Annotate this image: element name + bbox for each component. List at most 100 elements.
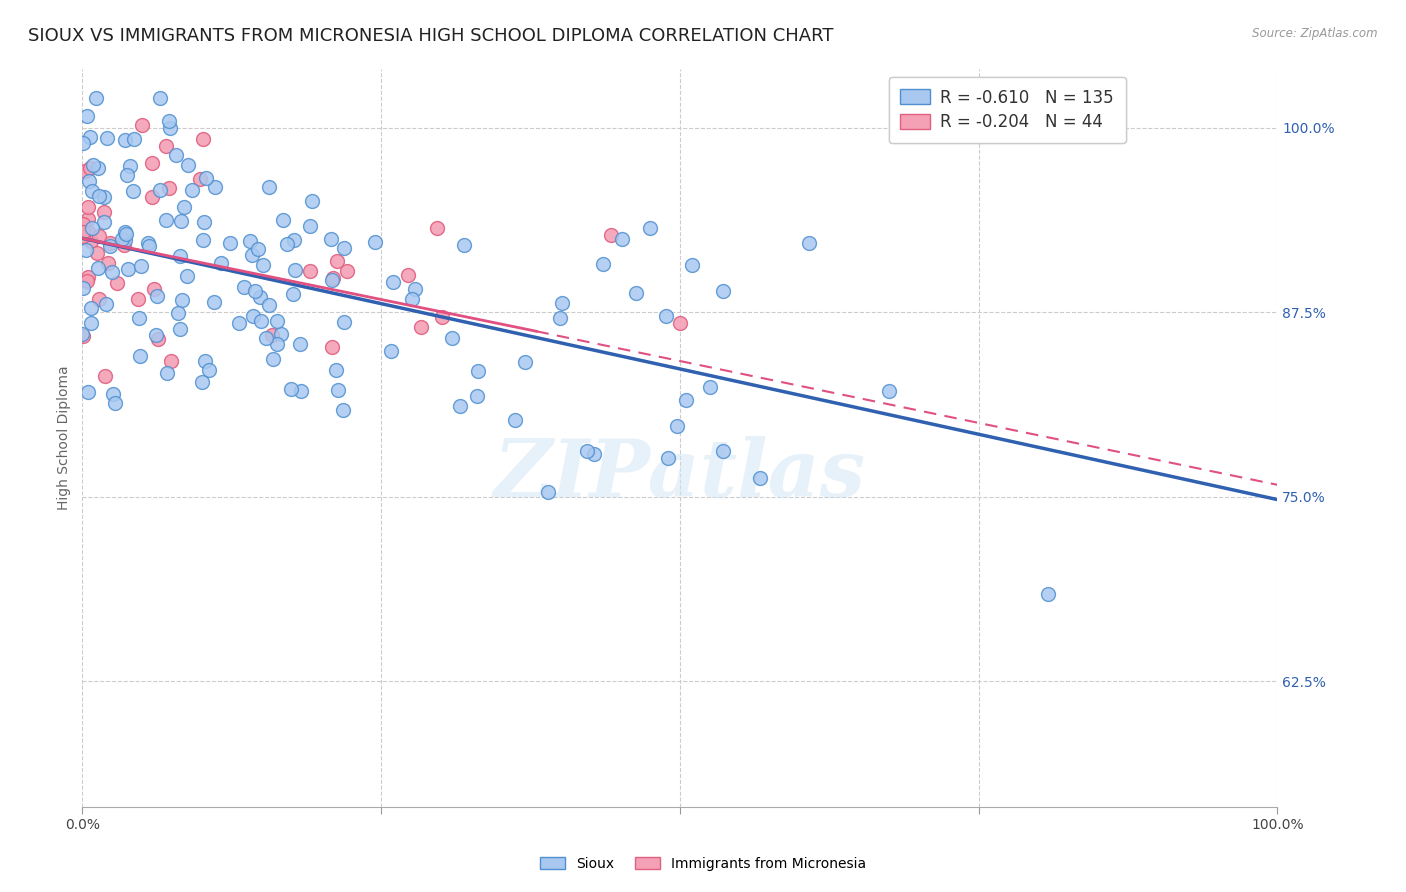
Point (326, 384, 349, 398)
Point (426, 221, 449, 235)
Point (165, 148, 187, 162)
Point (114, 133, 136, 147)
Point (136, 236, 159, 251)
Point (127, 292, 149, 306)
Point (290, 384, 312, 398)
Point (612, 231, 634, 245)
Point (246, 242, 269, 256)
Point (276, 237, 298, 252)
Point (401, 292, 423, 306)
Point (149, 184, 172, 198)
Point (170, 293, 193, 307)
Point (257, 297, 280, 311)
Point (284, 263, 307, 277)
Point (364, 235, 387, 249)
Point (143, 282, 166, 296)
Text: SIOUX VS IMMIGRANTS FROM MICRONESIA HIGH SCHOOL DIPLOMA CORRELATION CHART: SIOUX VS IMMIGRANTS FROM MICRONESIA HIGH… (28, 27, 834, 45)
Point (193, 353, 215, 368)
Point (72, 326, 94, 341)
Point (72, 329, 94, 343)
Point (711, 443, 734, 458)
Point (321, 273, 343, 287)
Point (550, 311, 572, 326)
Point (299, 264, 322, 278)
Point (280, 382, 302, 396)
Text: Source: ZipAtlas.com: Source: ZipAtlas.com (1253, 27, 1378, 40)
Point (262, 351, 284, 366)
Point (101, 265, 124, 279)
Point (129, 259, 152, 273)
Point (181, 183, 204, 197)
Point (156, 366, 179, 380)
Point (592, 257, 614, 271)
Point (675, 393, 697, 408)
Point (1036, 587, 1059, 601)
Point (233, 280, 256, 294)
Point (453, 238, 475, 252)
Point (77, 211, 100, 226)
Point (87, 229, 110, 244)
Point (72, 281, 94, 295)
Point (112, 238, 135, 252)
Point (176, 268, 198, 283)
Point (128, 311, 150, 326)
Point (177, 158, 200, 172)
Point (711, 285, 734, 299)
Point (77, 227, 100, 241)
Point (96, 297, 118, 311)
Point (77, 384, 100, 399)
Point (98, 239, 121, 253)
Point (72, 217, 94, 231)
Point (94, 368, 117, 383)
Point (575, 444, 598, 458)
Point (86, 245, 108, 260)
Point (283, 287, 305, 301)
Point (98, 236, 121, 251)
Point (84, 91, 107, 105)
Point (129, 350, 152, 364)
Point (169, 249, 191, 263)
Point (82, 158, 104, 172)
Point (245, 284, 267, 298)
Point (319, 232, 342, 246)
Point (665, 419, 688, 434)
Point (204, 179, 226, 194)
Point (325, 363, 347, 377)
Point (72, 226, 94, 240)
Point (288, 336, 311, 351)
Point (202, 295, 225, 310)
Point (97, 256, 120, 270)
Point (266, 314, 288, 328)
Point (131, 118, 153, 132)
Point (513, 355, 536, 369)
Point (193, 132, 215, 146)
Point (114, 233, 136, 247)
Point (254, 331, 277, 345)
Point (111, 232, 134, 246)
Point (105, 276, 128, 290)
Point (209, 256, 232, 270)
Point (72, 136, 94, 150)
Point (301, 194, 323, 208)
Point (404, 282, 426, 296)
Point (638, 221, 661, 235)
Legend: Sioux, Immigrants from Micronesia: Sioux, Immigrants from Micronesia (534, 851, 872, 876)
Point (87, 260, 110, 275)
Point (322, 271, 344, 285)
Point (76, 269, 98, 284)
Point (79, 130, 101, 145)
Legend: R = -0.610   N = 135, R = -0.204   N = 44: R = -0.610 N = 135, R = -0.204 N = 44 (889, 77, 1126, 143)
Point (333, 315, 356, 329)
Point (122, 184, 145, 198)
Point (80, 184, 103, 198)
Point (877, 384, 900, 398)
Point (117, 261, 139, 276)
Point (138, 239, 160, 253)
Point (104, 396, 127, 410)
Point (270, 326, 292, 341)
Point (93, 204, 115, 219)
Point (239, 234, 262, 248)
Point (298, 219, 321, 233)
Point (681, 258, 703, 272)
Point (381, 275, 404, 289)
